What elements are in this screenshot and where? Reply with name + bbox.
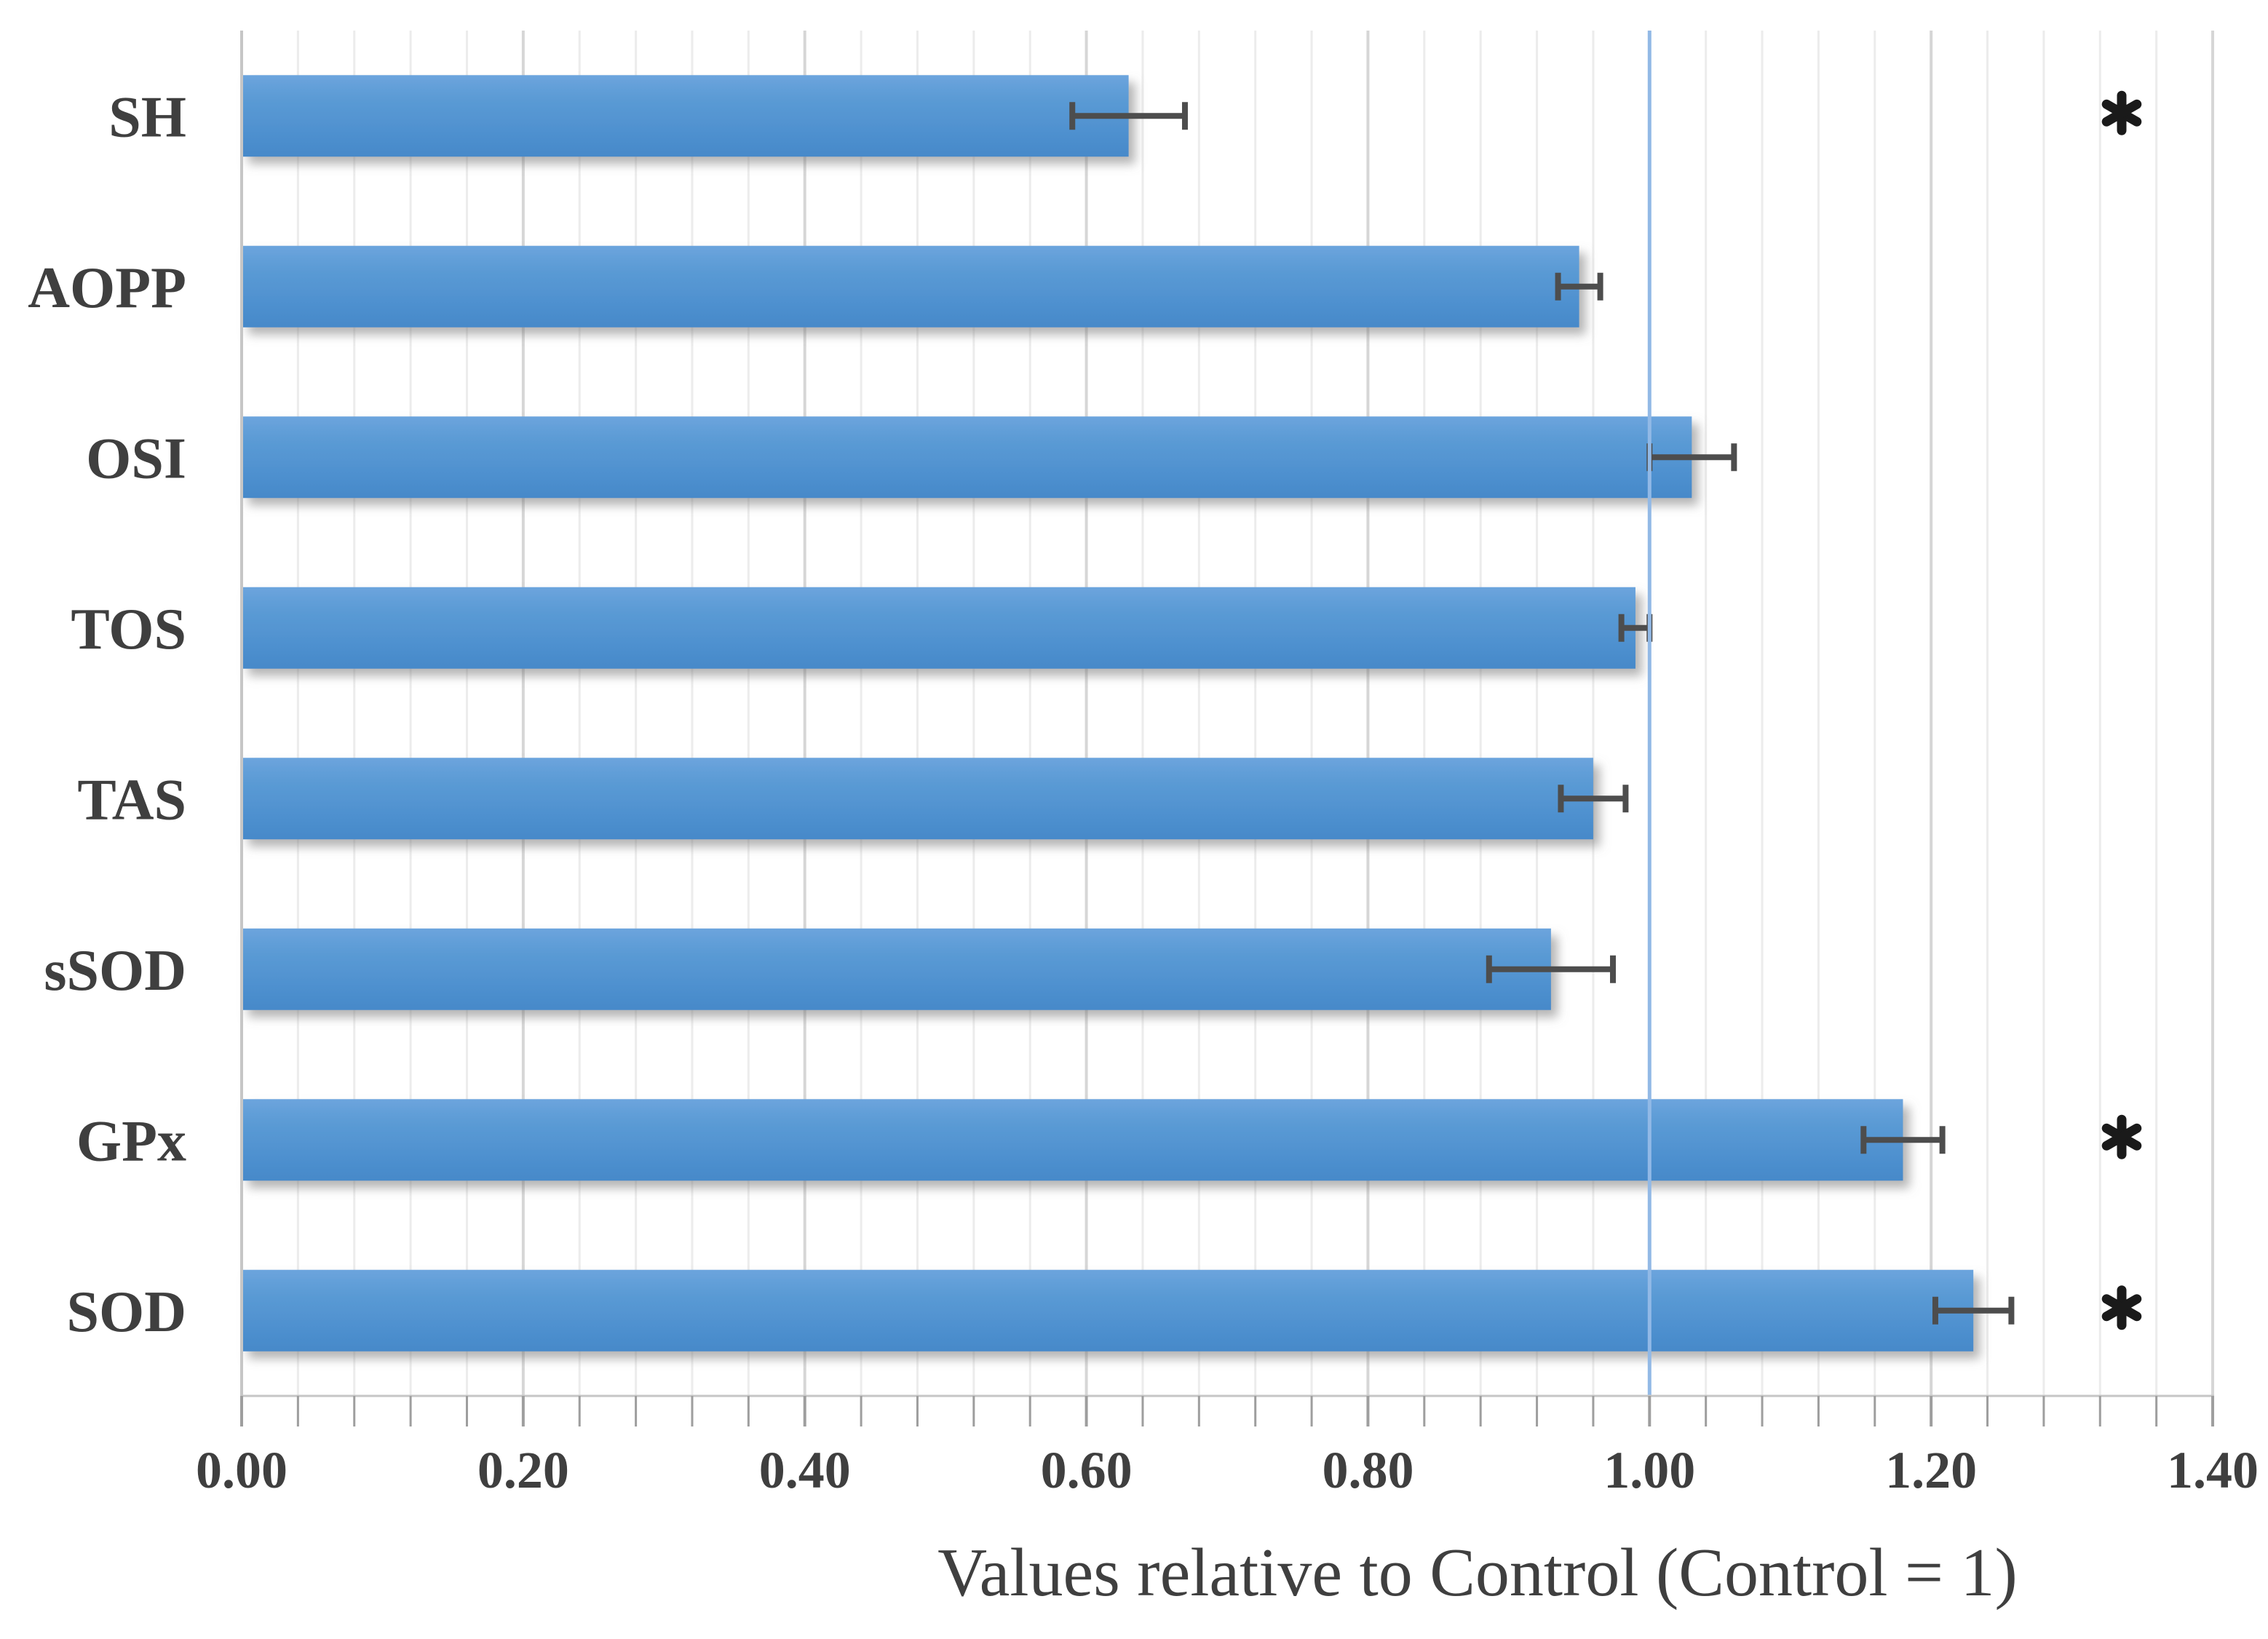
y-axis-label-TAS: TAS [77,768,186,832]
x-tick-label-0.20: 0.20 [477,1441,569,1499]
y-axis-label-sSOD: sSOD [44,939,186,1003]
x-tick-label-1.00: 1.00 [1603,1441,1695,1499]
y-axis-label-AOPP: AOPP [28,256,186,320]
bar-TAS [242,758,1593,840]
x-tick-label-1.20: 1.20 [1885,1441,1977,1499]
error-bar-GPx [1860,1126,1946,1154]
significance-asterisk-SH [2101,90,2142,135]
axes [240,31,2215,1426]
asterisk-spoke [2101,1123,2142,1151]
bar-GPx [242,1099,1903,1181]
x-axis-title: Values relative to Control (Control = 1) [937,1535,2018,1611]
asterisk-spoke [2101,1294,2142,1322]
bar-SOD [242,1269,1974,1352]
axis-labels: SH AOPP OSI TOS TAS sSOD GPx SOD 0.00 0.20 0.40 0.6… [28,85,2259,1499]
x-tick-label-0.80: 0.80 [1322,1441,1413,1499]
x-tick-label-0.00: 0.00 [196,1441,288,1499]
bar-OSI [242,416,1692,499]
x-tick-label-0.40: 0.40 [759,1441,851,1499]
gridlines [296,31,2215,1396]
y-axis-label-TOS: TOS [71,598,186,662]
bar-AOPP [242,245,1579,328]
significance-asterisk-GPx [2101,1114,2142,1159]
error-bar-SH [1069,102,1188,130]
significance-markers [2101,90,2142,1330]
y-axis-label-GPx: GPx [76,1109,186,1173]
x-tick-label-0.60: 0.60 [1041,1441,1133,1499]
error-bar-SOD [1932,1296,2015,1325]
x-tick-label-1.40: 1.40 [2167,1441,2259,1499]
significance-asterisk-SOD [2101,1285,2142,1330]
y-axis-label-SOD: SOD [67,1280,187,1344]
error-bar-sSOD [1486,955,1617,983]
bar-series [242,75,1974,1352]
y-axis-label-SH: SH [108,85,186,149]
y-axis-label-OSI: OSI [86,426,186,491]
bar-sSOD [242,928,1551,1010]
bar-SH [242,75,1129,157]
bar-TOS [242,587,1635,669]
asterisk-spoke [2101,99,2142,127]
error-bar-TAS [1558,785,1629,813]
error-bar-AOPP [1555,272,1603,301]
